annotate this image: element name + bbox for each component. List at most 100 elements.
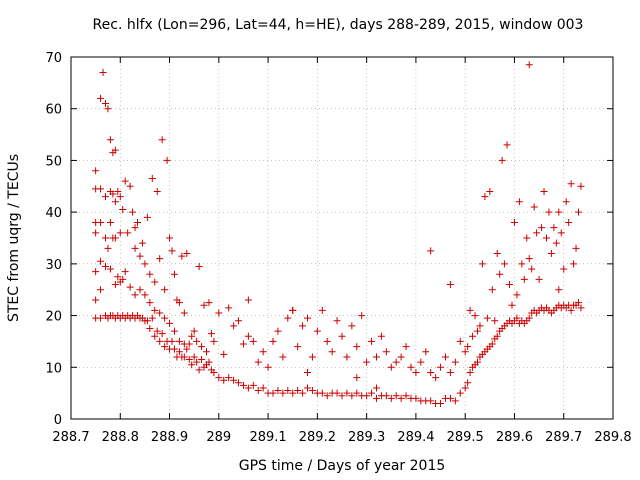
x-tick-label: 289.4 bbox=[397, 430, 434, 445]
data-point bbox=[230, 322, 238, 330]
data-point bbox=[392, 392, 400, 400]
data-point bbox=[195, 262, 203, 270]
data-point bbox=[239, 381, 247, 389]
x-axis-label: GPS time / Days of year 2015 bbox=[239, 458, 446, 474]
data-point bbox=[338, 332, 346, 340]
data-point bbox=[575, 208, 583, 216]
data-point bbox=[106, 218, 114, 226]
data-point bbox=[535, 275, 543, 283]
data-point bbox=[572, 244, 580, 252]
data-point bbox=[372, 394, 380, 402]
data-point bbox=[264, 363, 272, 371]
data-point bbox=[513, 314, 521, 322]
x-tick-label: 289 bbox=[206, 430, 231, 445]
data-point bbox=[203, 348, 210, 356]
y-tick-label: 10 bbox=[45, 361, 62, 376]
x-tick-label: 288.7 bbox=[52, 430, 89, 445]
data-point bbox=[432, 374, 440, 382]
data-point bbox=[466, 368, 474, 376]
data-point bbox=[304, 368, 312, 376]
data-point bbox=[456, 389, 464, 397]
data-point bbox=[143, 317, 151, 325]
data-point bbox=[131, 244, 139, 252]
data-point bbox=[153, 187, 161, 195]
data-point bbox=[163, 156, 171, 164]
data-point bbox=[146, 270, 154, 278]
data-point bbox=[545, 208, 553, 216]
data-point bbox=[244, 332, 252, 340]
y-tick-label: 30 bbox=[45, 258, 62, 273]
data-point bbox=[244, 384, 252, 392]
data-point bbox=[486, 187, 494, 195]
data-point bbox=[170, 327, 178, 335]
data-point bbox=[333, 317, 341, 325]
data-point bbox=[119, 275, 127, 283]
x-tick-label: 289.3 bbox=[348, 430, 385, 445]
data-point bbox=[538, 224, 546, 232]
x-tick-label: 288.8 bbox=[102, 430, 139, 445]
data-point bbox=[161, 286, 169, 294]
data-point bbox=[97, 185, 105, 193]
data-point bbox=[220, 350, 228, 358]
data-point bbox=[299, 322, 307, 330]
data-point bbox=[205, 299, 213, 307]
data-point bbox=[392, 358, 400, 366]
data-point bbox=[188, 332, 196, 340]
data-point bbox=[131, 224, 139, 232]
data-point bbox=[114, 187, 122, 195]
data-point bbox=[97, 94, 105, 102]
data-point bbox=[488, 286, 496, 294]
data-point bbox=[501, 260, 509, 268]
data-point bbox=[101, 193, 109, 201]
data-point bbox=[353, 374, 361, 382]
x-tick-label: 289.2 bbox=[299, 430, 336, 445]
chart-title: Rec. hlfx (Lon=296, Lat=44, h=HE), days … bbox=[93, 17, 584, 33]
data-point bbox=[491, 317, 499, 325]
data-point bbox=[328, 348, 336, 356]
data-point bbox=[126, 182, 134, 190]
data-point bbox=[382, 348, 390, 356]
data-point bbox=[279, 389, 287, 397]
data-point bbox=[518, 260, 526, 268]
data-point bbox=[525, 255, 533, 263]
data-point bbox=[161, 343, 169, 351]
x-tick-label: 289.8 bbox=[594, 430, 631, 445]
data-point bbox=[474, 358, 481, 366]
data-point bbox=[156, 255, 164, 263]
data-point bbox=[446, 281, 454, 289]
data-point bbox=[476, 322, 484, 330]
data-point bbox=[180, 309, 188, 317]
data-point bbox=[565, 218, 573, 226]
data-point bbox=[510, 218, 518, 226]
data-point bbox=[106, 136, 114, 144]
data-point bbox=[210, 337, 218, 345]
data-point bbox=[483, 314, 491, 322]
data-point bbox=[254, 387, 262, 395]
data-point bbox=[488, 340, 496, 348]
data-point bbox=[198, 343, 206, 351]
y-tick-label: 40 bbox=[45, 206, 62, 221]
data-point bbox=[451, 397, 459, 405]
data-point bbox=[124, 229, 132, 237]
data-point bbox=[99, 69, 107, 77]
data-point bbox=[294, 343, 302, 351]
data-point bbox=[456, 337, 464, 345]
data-point bbox=[136, 286, 144, 294]
data-point bbox=[289, 389, 297, 397]
data-point bbox=[348, 322, 356, 330]
data-point bbox=[412, 394, 420, 402]
data-point bbox=[318, 389, 326, 397]
data-point bbox=[530, 203, 538, 211]
data-point bbox=[92, 229, 100, 237]
data-point bbox=[407, 363, 415, 371]
data-point bbox=[168, 247, 176, 255]
data-point bbox=[195, 366, 203, 374]
data-point bbox=[104, 244, 112, 252]
data-point bbox=[274, 387, 282, 395]
data-point bbox=[141, 291, 149, 299]
data-point bbox=[279, 353, 287, 361]
x-tick-label: 289.7 bbox=[545, 430, 582, 445]
x-tick-label: 288.9 bbox=[151, 430, 188, 445]
data-point bbox=[323, 337, 331, 345]
data-point bbox=[464, 343, 472, 351]
